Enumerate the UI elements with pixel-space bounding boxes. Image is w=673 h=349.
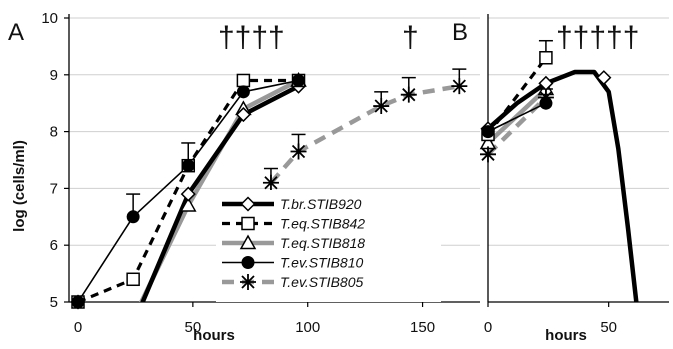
axes-a: 0 50 100 150 5 6 7 8 9 10: [41, 10, 480, 336]
legend-marker-t-ev-stib805: [240, 274, 256, 290]
legend-marker-t-ev-stib810: [241, 256, 255, 269]
point-t-ev-stib805: [480, 146, 496, 163]
y-tick-label-a: 7: [50, 180, 58, 197]
legend-marker-t-eq-stib842: [241, 216, 255, 231]
legend-label-t-eq-stib818: T.eq.STIB818: [280, 235, 365, 251]
point-t-ev-stib810: [539, 96, 553, 110]
series-markers-b: [479, 39, 612, 163]
legend-label-t-ev-stib810: T.ev.STIB810: [280, 255, 363, 271]
point-t-ev-stib810: [71, 295, 85, 309]
series-markers-a: [70, 68, 468, 310]
point-t-ev-stib810: [481, 125, 495, 139]
panel-letter-a: A: [8, 19, 24, 46]
x-tick-label-a: 100: [295, 319, 320, 336]
y-tick-label-a: 6: [50, 237, 58, 254]
point-t-ev-stib810: [181, 159, 195, 173]
series-lines-b: [488, 56, 639, 302]
panel-letter-b: B: [452, 19, 468, 46]
legend-marker-t-eq-stib818: [239, 234, 257, 250]
series-line-t-ev-stib810: [488, 102, 547, 133]
point-t-br-stib920: [538, 75, 554, 91]
x-tick-label-b: 50: [600, 319, 617, 336]
x-tick-label-b: 0: [484, 319, 492, 336]
x-tick-label-a: 50: [185, 319, 202, 336]
legend: T.br.STIB920 T.eq.STIB842 T.eq.STIB818 T.ev…: [216, 190, 441, 302]
point-t-ev-stib810: [292, 73, 306, 87]
series-line-t-eq-stib842: [488, 56, 548, 136]
series-line-t-ev-stib805: [269, 83, 460, 185]
axes-b: 0 50: [484, 14, 669, 336]
series-line-t-ev-stib805: [488, 95, 548, 156]
y-tick-label-a: 5: [50, 294, 58, 311]
x-axis-title-a: hours: [193, 327, 235, 344]
series-a: [70, 68, 468, 310]
y-tick-label-a: 10: [41, 10, 58, 27]
point-t-ev-stib810: [236, 85, 250, 99]
x-axis-title-b: hours: [545, 327, 587, 344]
legend-label-t-br-stib920: T.br.STIB920: [280, 196, 362, 212]
point-t-br-stib920: [180, 186, 196, 202]
legend-marker-t-br-stib920: [240, 196, 256, 212]
panel-a: A 0 50 100 150 5 6 7 8 9 10 †††† † log (cells/ml)…: [8, 10, 480, 344]
x-tick-label-a: 150: [410, 319, 435, 336]
point-t-ev-stib805: [373, 98, 390, 115]
point-t-eq-stib842: [539, 51, 553, 65]
point-t-eq-stib818: [179, 196, 197, 212]
point-t-eq-stib842: [126, 272, 140, 287]
gridlines-b: [488, 17, 669, 303]
death-marks-b: †††††: [556, 21, 639, 54]
point-t-ev-stib805: [262, 174, 279, 191]
point-t-ev-stib810: [126, 210, 140, 224]
series-b: [479, 39, 639, 302]
point-t-ev-stib805: [451, 78, 468, 95]
y-tick-label-a: 9: [50, 67, 58, 84]
point-t-br-stib920: [235, 106, 251, 123]
legend-label-t-ev-stib805: T.ev.STIB805: [280, 274, 363, 290]
y-axis-title: log (cells/ml): [11, 140, 28, 232]
point-t-ev-stib805: [290, 143, 307, 160]
panel-b: B 0 50 ††††† hours: [452, 14, 669, 344]
death-mark-a-late: †: [402, 21, 419, 54]
y-tick-label-a: 8: [50, 124, 58, 141]
death-marks-a: ††††: [218, 21, 285, 54]
point-t-br-stib920: [596, 70, 612, 86]
legend-label-t-eq-stib842: T.eq.STIB842: [280, 216, 365, 232]
series-line-t-br-stib920: [488, 69, 639, 302]
point-t-eq-stib842: [236, 73, 251, 88]
point-t-ev-stib805: [400, 86, 417, 103]
series-line-t-eq-stib818: [488, 87, 548, 145]
x-tick-label-a: 0: [74, 319, 82, 336]
